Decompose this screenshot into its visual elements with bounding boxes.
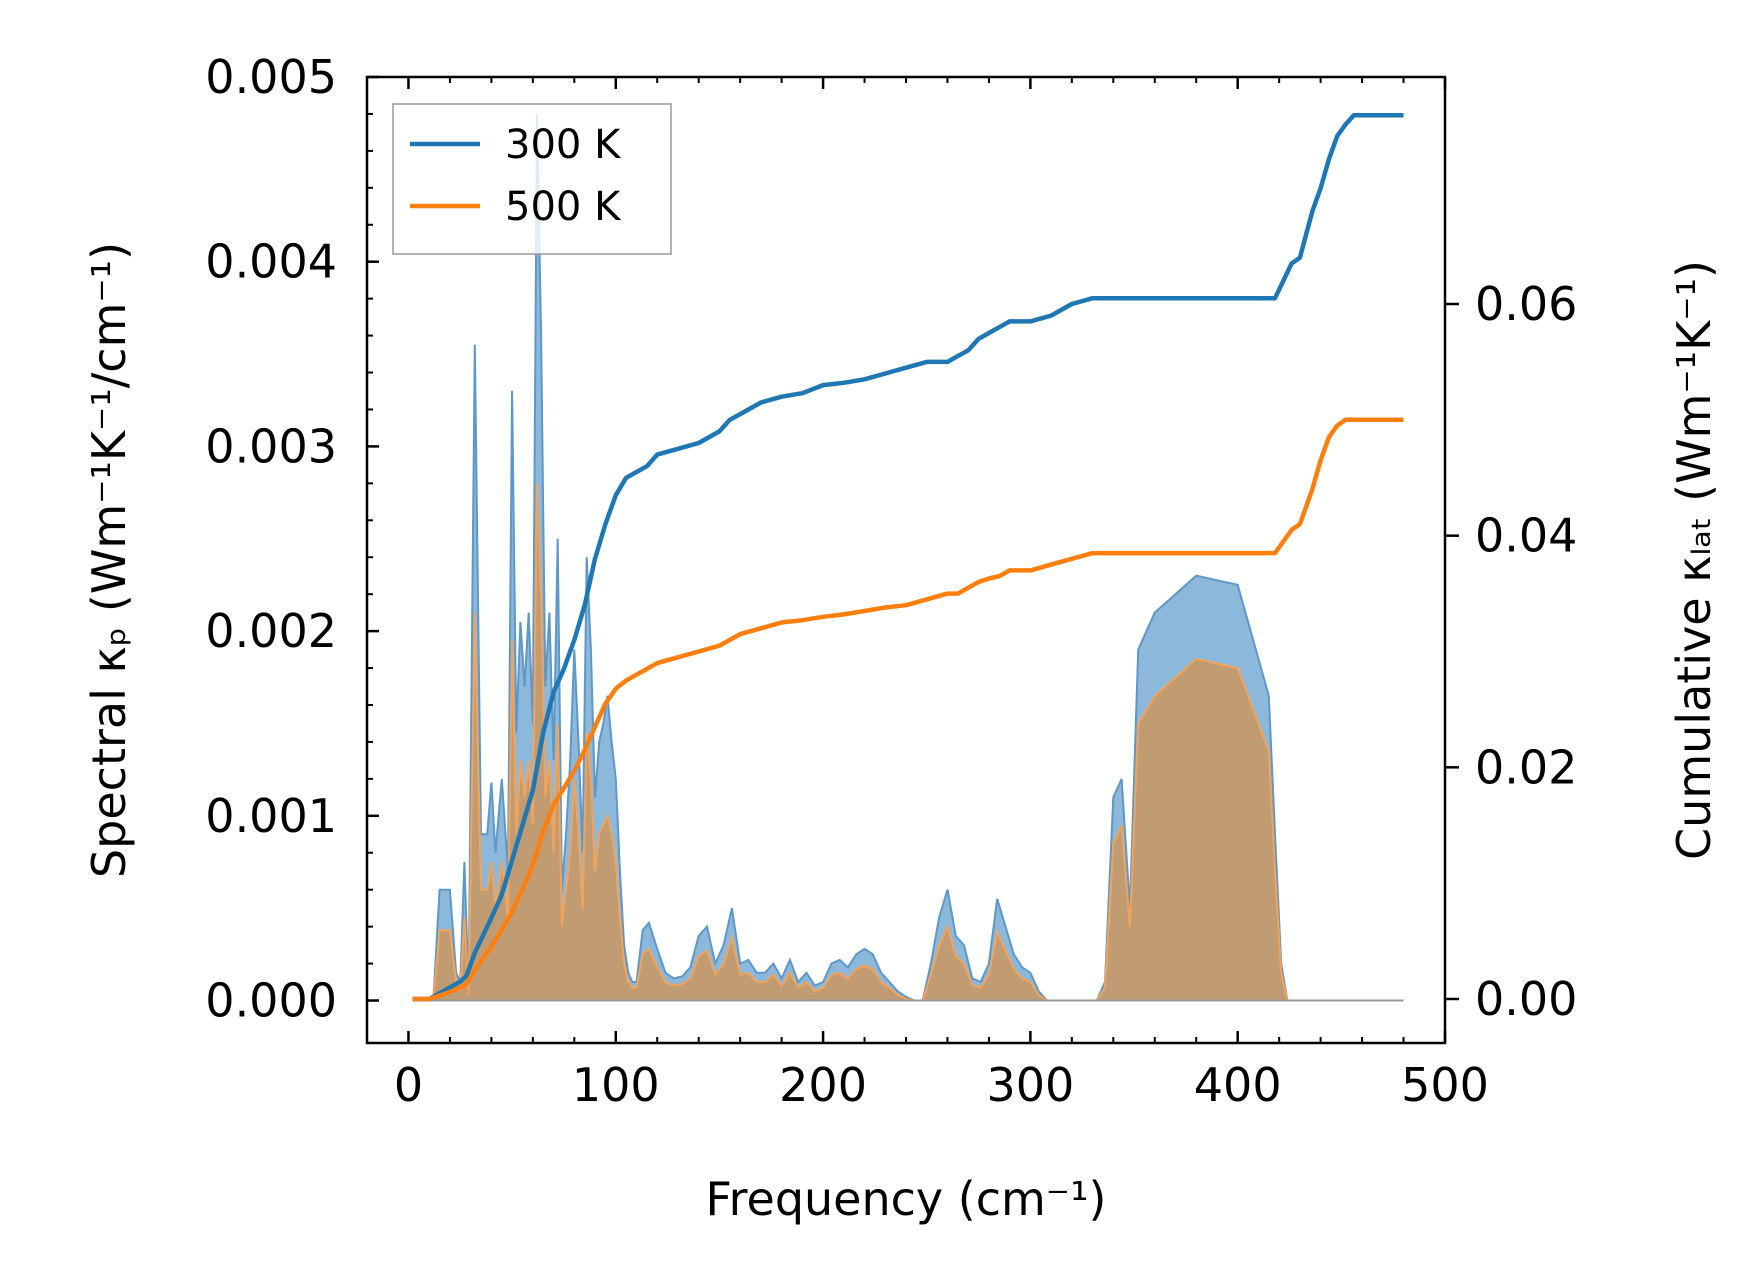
y-axis-right-title: Cumulative κₗₐₜ (Wm⁻¹K⁻¹) (1667, 260, 1721, 860)
y-left-tick-label: 0.004 (205, 235, 337, 289)
cumulative-line-500K (412, 417, 1404, 1002)
x-tick-label: 0 (394, 1058, 423, 1112)
x-tick-label: 400 (1194, 1058, 1282, 1112)
y-right-tick-label: 0.06 (1475, 277, 1577, 331)
x-tick-label: 300 (986, 1058, 1074, 1112)
legend-label-500: 500 K (505, 184, 622, 230)
y-right-tick-label: 0.00 (1475, 972, 1577, 1026)
cumulative-line-300K (412, 112, 1404, 1002)
y-left-tick-label: 0.002 (205, 604, 337, 658)
x-axis: 0 100 200 300 400 500 (394, 77, 1489, 1112)
y-axis-right: 0.00 0.02 0.04 0.06 (1445, 277, 1577, 1026)
y-left-tick-label: 0.000 (205, 974, 337, 1028)
plot-area (412, 112, 1404, 1002)
y-axis-left: 0.000 0.001 0.002 0.003 0.004 0.005 (205, 50, 379, 1028)
y-left-tick-label: 0.005 (205, 50, 337, 104)
y-left-tick-label: 0.003 (205, 419, 337, 473)
x-tick-label: 200 (779, 1058, 867, 1112)
y-right-tick-label: 0.02 (1475, 740, 1577, 794)
x-tick-label: 500 (1401, 1058, 1489, 1112)
y-right-tick-label: 0.04 (1475, 509, 1577, 563)
y-axis-left-title: Spectral κₚ (Wm⁻¹K⁻¹/cm⁻¹) (82, 242, 136, 878)
x-axis-title: Frequency (cm⁻¹) (706, 1172, 1107, 1226)
legend-label-300: 300 K (505, 122, 622, 168)
legend-box (392, 103, 672, 255)
legend: 300 K 500 K (392, 103, 672, 255)
spectral-area-500K (412, 483, 1404, 1002)
y-left-tick-label: 0.001 (205, 789, 337, 843)
x-tick-label: 100 (572, 1058, 660, 1112)
